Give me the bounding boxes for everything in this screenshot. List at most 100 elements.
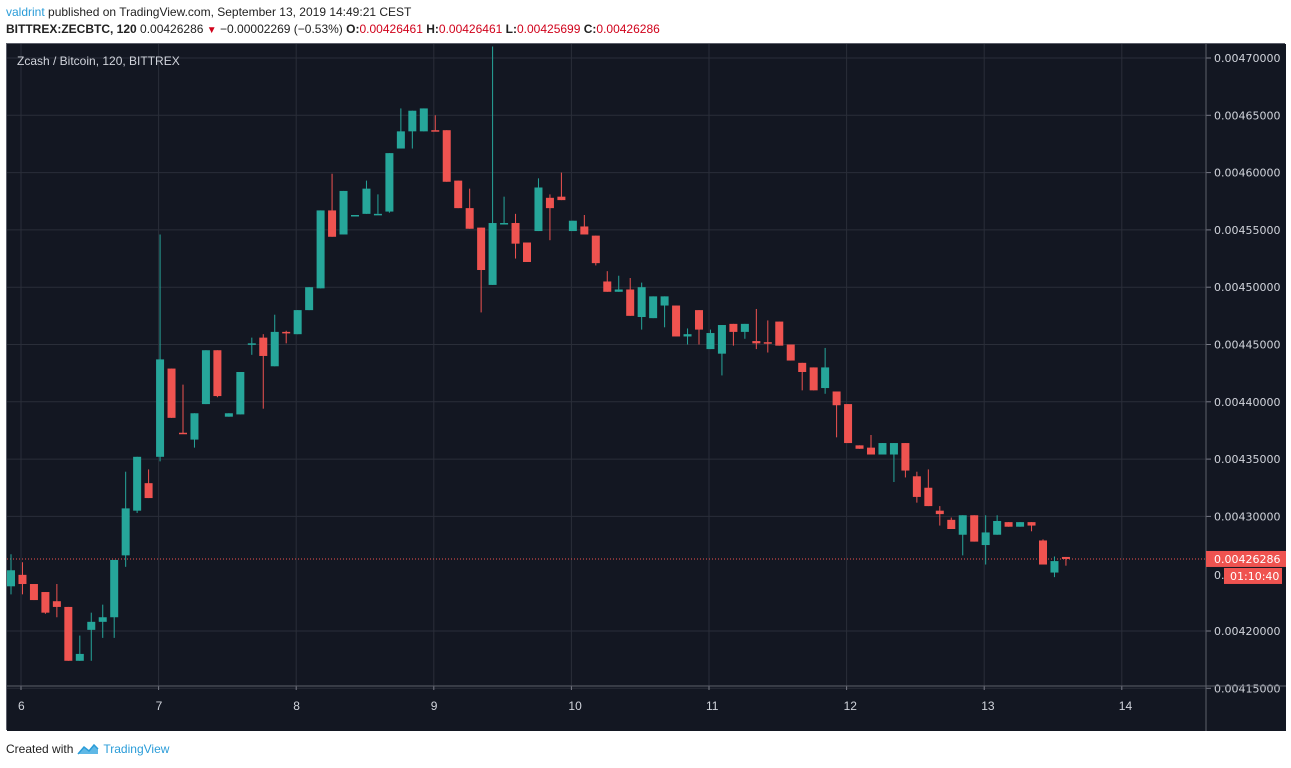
candle-up[interactable] [156,359,165,457]
candle-up[interactable] [740,323,749,332]
candle-up[interactable] [385,153,394,212]
candle-up[interactable] [500,223,509,225]
candle-down[interactable] [901,443,910,471]
candle-down[interactable] [442,130,451,182]
candle-down[interactable] [695,310,703,330]
candle-up[interactable] [190,413,199,440]
x-axis-label: 11 [706,699,719,713]
candle-up[interactable] [339,190,348,235]
candle-up[interactable] [993,520,1002,535]
candle-down[interactable] [935,510,944,515]
candle-up[interactable] [614,289,623,292]
candle-down[interactable] [1004,522,1013,527]
candle-up[interactable] [981,532,990,546]
candle-down[interactable] [545,197,554,209]
candle-up[interactable] [316,210,325,289]
candle-up[interactable] [889,443,898,455]
candle-down[interactable] [511,223,520,244]
candle-down[interactable] [626,289,635,316]
candle-up[interactable] [270,331,279,367]
candle-up[interactable] [419,108,428,132]
candle-down[interactable] [1039,540,1047,565]
candle-down[interactable] [41,592,50,613]
candle-up[interactable] [534,187,543,232]
candle-up[interactable] [488,223,497,285]
candle-up[interactable] [247,343,256,345]
candle-down[interactable] [52,601,61,607]
candle-up[interactable] [362,188,371,214]
candle-up[interactable] [649,296,658,319]
candle-up[interactable] [133,456,142,511]
candle-up[interactable] [7,570,15,587]
candle-up[interactable] [683,334,692,337]
candle-down[interactable] [672,305,681,337]
candle-down[interactable] [282,331,291,334]
candle-down[interactable] [454,180,463,209]
candle-up[interactable] [110,559,119,618]
candle-down[interactable] [924,487,933,507]
candle-up[interactable] [201,350,210,405]
candle-down[interactable] [167,368,176,418]
candle-down[interactable] [523,242,531,262]
candle-up[interactable] [236,372,245,415]
chart-panel[interactable]: 0.00470000 0.00465000 0.00460000 0.00455000… [6,43,1286,731]
candle-up[interactable] [660,296,669,306]
candle-down[interactable] [465,208,474,229]
candle-down[interactable] [729,323,738,332]
candle-up[interactable] [98,617,107,622]
candle-down[interactable] [144,483,153,499]
candle-down[interactable] [591,235,600,264]
candle-up[interactable] [637,287,646,317]
candle-up[interactable] [717,325,726,354]
candle-down[interactable] [179,432,187,435]
candle-up[interactable] [408,110,417,132]
tradingview-link[interactable]: TradingView [103,742,170,756]
candle-up[interactable] [224,413,233,417]
candle-down[interactable] [775,321,784,346]
candle-down[interactable] [867,447,875,455]
candle-down[interactable] [844,404,853,444]
candle-up[interactable] [1050,561,1059,573]
candle-up[interactable] [87,621,96,630]
candle-down[interactable] [947,519,956,530]
candle-down[interactable] [64,606,73,661]
candle-down[interactable] [1061,556,1070,559]
candle-up[interactable] [821,367,830,389]
candle-up[interactable] [568,220,577,232]
candle-up[interactable] [75,653,84,661]
candle-down[interactable] [752,341,761,344]
candle-up[interactable] [121,508,130,556]
candle-down[interactable] [213,350,222,397]
candle-down[interactable] [809,367,818,391]
author-link[interactable]: valdrint [6,5,45,19]
candle-down[interactable] [912,476,921,497]
candle-up[interactable] [373,213,382,216]
candle-down[interactable] [855,445,864,449]
candle-up[interactable] [878,443,887,455]
candle-up[interactable] [351,215,359,217]
candle-down[interactable] [763,342,772,344]
candle-down[interactable] [1027,522,1036,526]
candle-down[interactable] [970,515,979,542]
candle-down[interactable] [259,337,268,356]
candle-down[interactable] [786,344,795,361]
candle-down[interactable] [832,391,841,406]
candle-up[interactable] [293,310,302,335]
candle-down[interactable] [431,130,440,132]
candle-up[interactable] [305,287,314,311]
candle-up[interactable] [1016,522,1025,527]
candle-down[interactable] [29,584,38,601]
candle-down[interactable] [18,574,27,585]
candle-down[interactable] [798,362,807,373]
partial-axis-label: 0. [1214,569,1225,582]
candle-down[interactable] [328,210,337,237]
candle-up[interactable] [958,515,967,535]
candle-up[interactable] [706,333,715,350]
candle-down[interactable] [477,227,486,271]
candle-down[interactable] [557,196,566,201]
candlestick-chart[interactable]: 0.00470000 0.00465000 0.00460000 0.00455000… [7,44,1286,731]
candle-down[interactable] [603,281,612,292]
y-axis-label: 0.00450000 [1214,281,1280,294]
candle-down[interactable] [580,226,589,235]
candle-up[interactable] [396,131,405,149]
